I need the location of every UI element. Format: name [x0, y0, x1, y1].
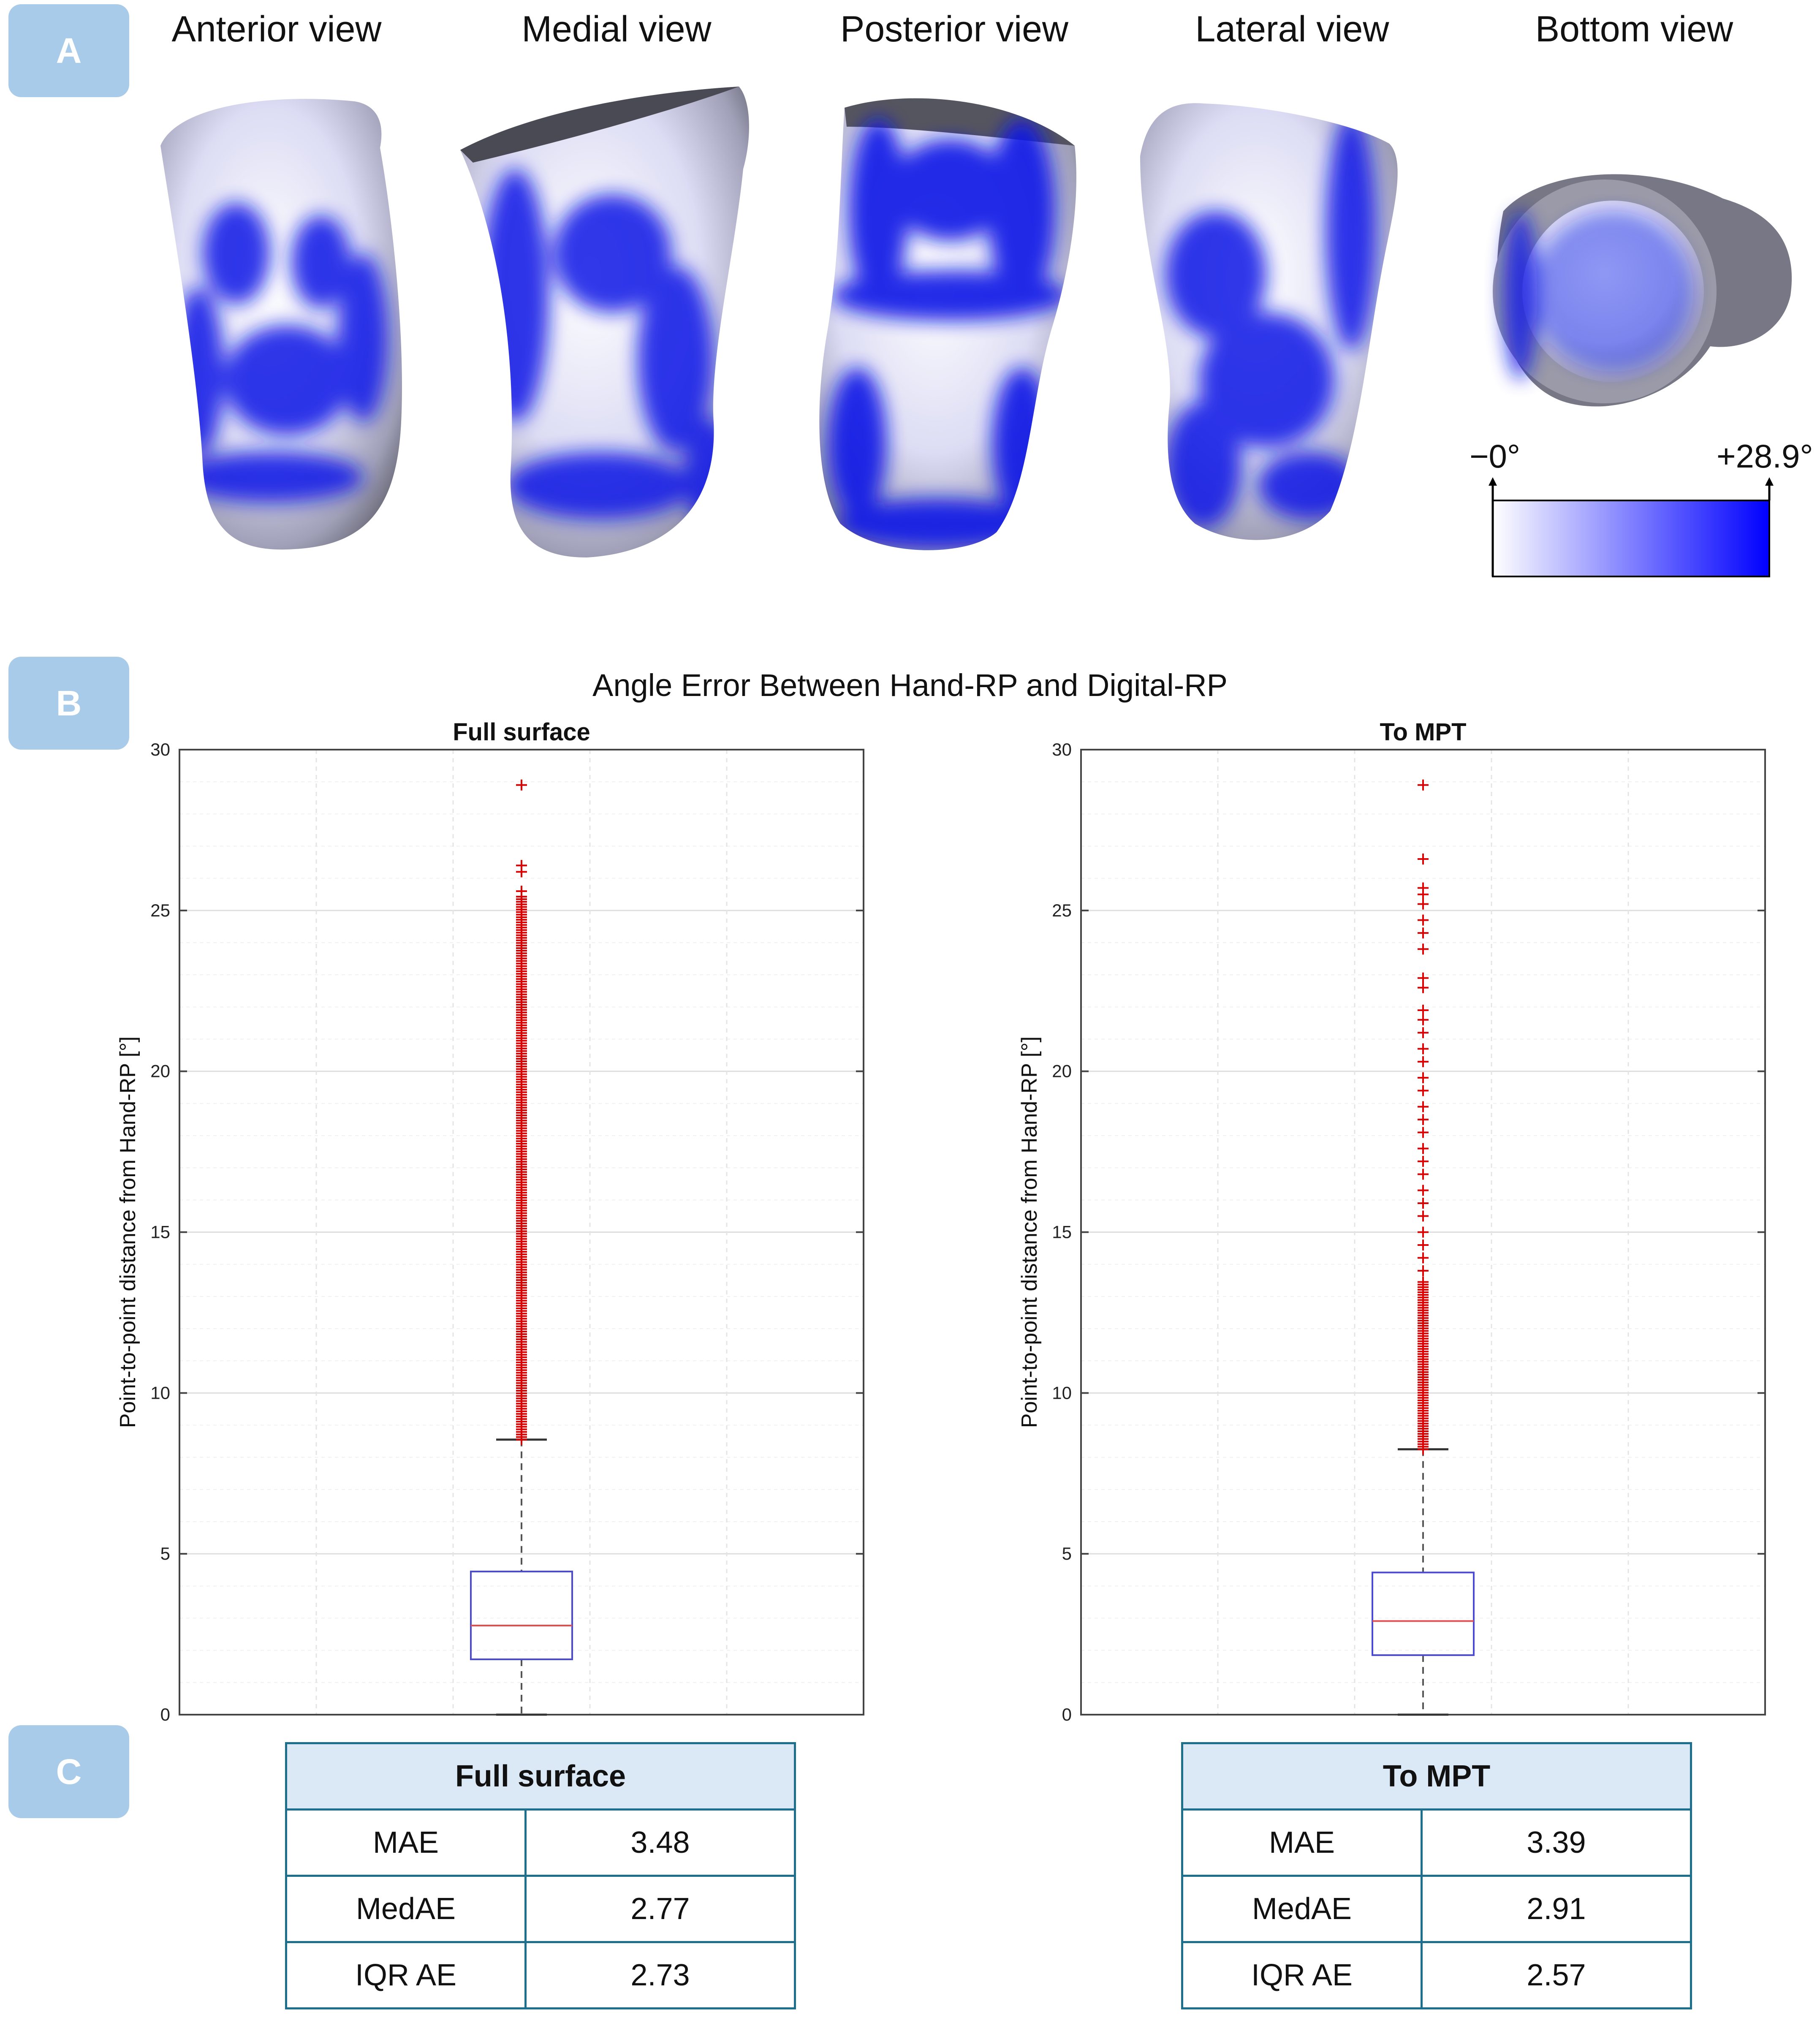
colorbar-gradient: [1492, 500, 1770, 577]
outlier-marker: [1418, 1127, 1429, 1138]
outlier-marker: [516, 886, 527, 897]
iqr-box: [1372, 1571, 1475, 1656]
outlier-marker: [1418, 1226, 1429, 1238]
outlier-marker: [1418, 1027, 1429, 1039]
y-tick-label: 10: [150, 1383, 170, 1403]
subplot-title: To MPT: [1380, 718, 1466, 746]
outlier-marker: [1418, 1210, 1429, 1222]
outlier-marker: [1418, 1114, 1429, 1125]
metric-label: IQR AE: [285, 1941, 527, 2009]
outlier-marker: [1418, 1143, 1429, 1154]
outlier-marker: [1418, 779, 1429, 791]
y-tick-label: 15: [1052, 1222, 1072, 1242]
outlier-marker: [1418, 927, 1429, 939]
metric-label: MedAE: [285, 1875, 527, 1943]
chart-main-title: Angle Error Between Hand-RP and Digital-…: [592, 668, 1228, 703]
y-tick-label: 5: [1062, 1544, 1072, 1563]
subplot-title: Full surface: [453, 718, 590, 746]
metric-value: 3.39: [1421, 1808, 1692, 1877]
panel-c-badge: C: [8, 1725, 129, 1818]
outlier-marker: [1418, 1004, 1429, 1016]
y-tick-label: 0: [1062, 1705, 1072, 1724]
table-row: MedAE 2.77: [285, 1875, 796, 1943]
outlier-marker: [1418, 1276, 1429, 1288]
table-title: To MPT: [1181, 1742, 1692, 1811]
metric-value: 3.48: [524, 1808, 796, 1877]
y-tick-label: 25: [150, 900, 170, 920]
outlier-marker: [1418, 1043, 1429, 1055]
outlier-marker: [1418, 1197, 1429, 1209]
view-title-lateral: Lateral view: [1195, 9, 1389, 49]
y-tick-label: 20: [1052, 1061, 1072, 1081]
table-row: IQR AE 2.73: [285, 1941, 796, 2009]
metric-label: MAE: [285, 1808, 527, 1877]
stats-table-to-mpt: To MPT MAE 3.39 MedAE 2.91 IQR AE 2.57: [1181, 1742, 1692, 2009]
outlier-marker: [1418, 1252, 1429, 1264]
anterior-view-render: [160, 99, 402, 550]
socket-views: [160, 87, 1792, 577]
panel-a-badge: A: [8, 4, 129, 97]
medial-view-render: [460, 87, 749, 557]
y-tick-label: 25: [1052, 900, 1072, 920]
stats-table-full-surface: Full surface MAE 3.48 MedAE 2.77 IQR AE 2.7…: [285, 1742, 796, 2009]
table-row: MedAE 2.91: [1181, 1875, 1692, 1943]
outlier-marker: [1418, 882, 1429, 894]
table-row: MAE 3.48: [285, 1808, 796, 1877]
iqr-box: [470, 1571, 573, 1660]
outlier-marker: [1418, 898, 1429, 910]
outlier-marker: [1418, 1239, 1429, 1251]
boxplot-charts: 0 5 10 15 20 25 30 Full surface Point-to-point d…: [116, 718, 1766, 1724]
y-tick-label: 15: [150, 1222, 170, 1242]
colorbar: [1489, 477, 1774, 577]
metric-label: MedAE: [1181, 1875, 1423, 1943]
table-row: IQR AE 2.57: [1181, 1941, 1692, 2009]
outlier-marker: [1418, 1014, 1429, 1025]
panel-b-badge: B: [8, 657, 129, 750]
view-title-posterior: Posterior view: [840, 9, 1069, 49]
colorbar-max-label: +28.9°: [1717, 438, 1813, 475]
view-title-medial: Medial view: [522, 9, 712, 49]
lateral-view-render: [1140, 103, 1398, 540]
posterior-view-render: [819, 98, 1076, 550]
outlier-marker: [1418, 853, 1429, 865]
metric-value: 2.73: [524, 1941, 796, 2009]
metric-label: MAE: [1181, 1808, 1423, 1877]
outlier-marker: [1418, 1056, 1429, 1067]
metric-label: IQR AE: [1181, 1941, 1423, 2009]
metric-value: 2.91: [1421, 1875, 1692, 1943]
y-tick-label: 20: [150, 1061, 170, 1081]
colorbar-min-label: −0°: [1470, 438, 1521, 475]
outlier-marker: [1418, 1185, 1429, 1196]
outlier-marker: [1418, 1072, 1429, 1083]
outlier-marker: [1418, 982, 1429, 993]
outlier-marker: [516, 779, 527, 791]
outlier-marker: [516, 860, 527, 871]
outlier-marker: [1418, 914, 1429, 926]
metric-value: 2.57: [1421, 1941, 1692, 2009]
y-tick-label: 10: [1052, 1383, 1072, 1403]
y-tick-label: 5: [160, 1544, 170, 1563]
outlier-marker: [1418, 1265, 1429, 1276]
y-axis-label: Point-to-point distance from Hand-RP [°]: [116, 1036, 140, 1428]
view-title-bottom: Bottom view: [1535, 9, 1733, 49]
table-row: MAE 3.39: [1181, 1808, 1692, 1877]
view-title-anterior: Anterior view: [171, 9, 382, 49]
outlier-marker: [1418, 1155, 1429, 1167]
outlier-marker: [1418, 1101, 1429, 1112]
table-title: Full surface: [285, 1742, 796, 1811]
outlier-marker: [1418, 943, 1429, 955]
metric-value: 2.77: [524, 1875, 796, 1943]
outlier-marker: [1418, 1169, 1429, 1180]
y-tick-label: 30: [150, 739, 170, 759]
outlier-marker: [1418, 1085, 1429, 1096]
y-axis-label: Point-to-point distance from Hand-RP [°]: [1017, 1036, 1042, 1428]
bottom-view-render: [1493, 174, 1792, 407]
y-tick-label: 30: [1052, 739, 1072, 759]
y-tick-label: 0: [160, 1705, 170, 1724]
outlier-marker: [1418, 972, 1429, 984]
